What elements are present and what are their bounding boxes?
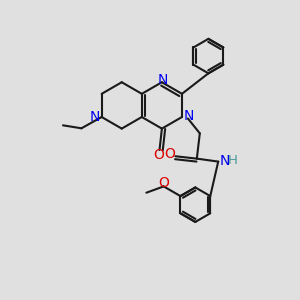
Text: O: O — [154, 148, 164, 162]
Text: O: O — [158, 176, 169, 190]
Text: H: H — [228, 154, 238, 167]
Text: N: N — [157, 73, 168, 87]
Text: N: N — [183, 110, 194, 123]
Text: N: N — [90, 110, 100, 124]
Text: O: O — [165, 147, 176, 161]
Text: N: N — [220, 154, 230, 168]
